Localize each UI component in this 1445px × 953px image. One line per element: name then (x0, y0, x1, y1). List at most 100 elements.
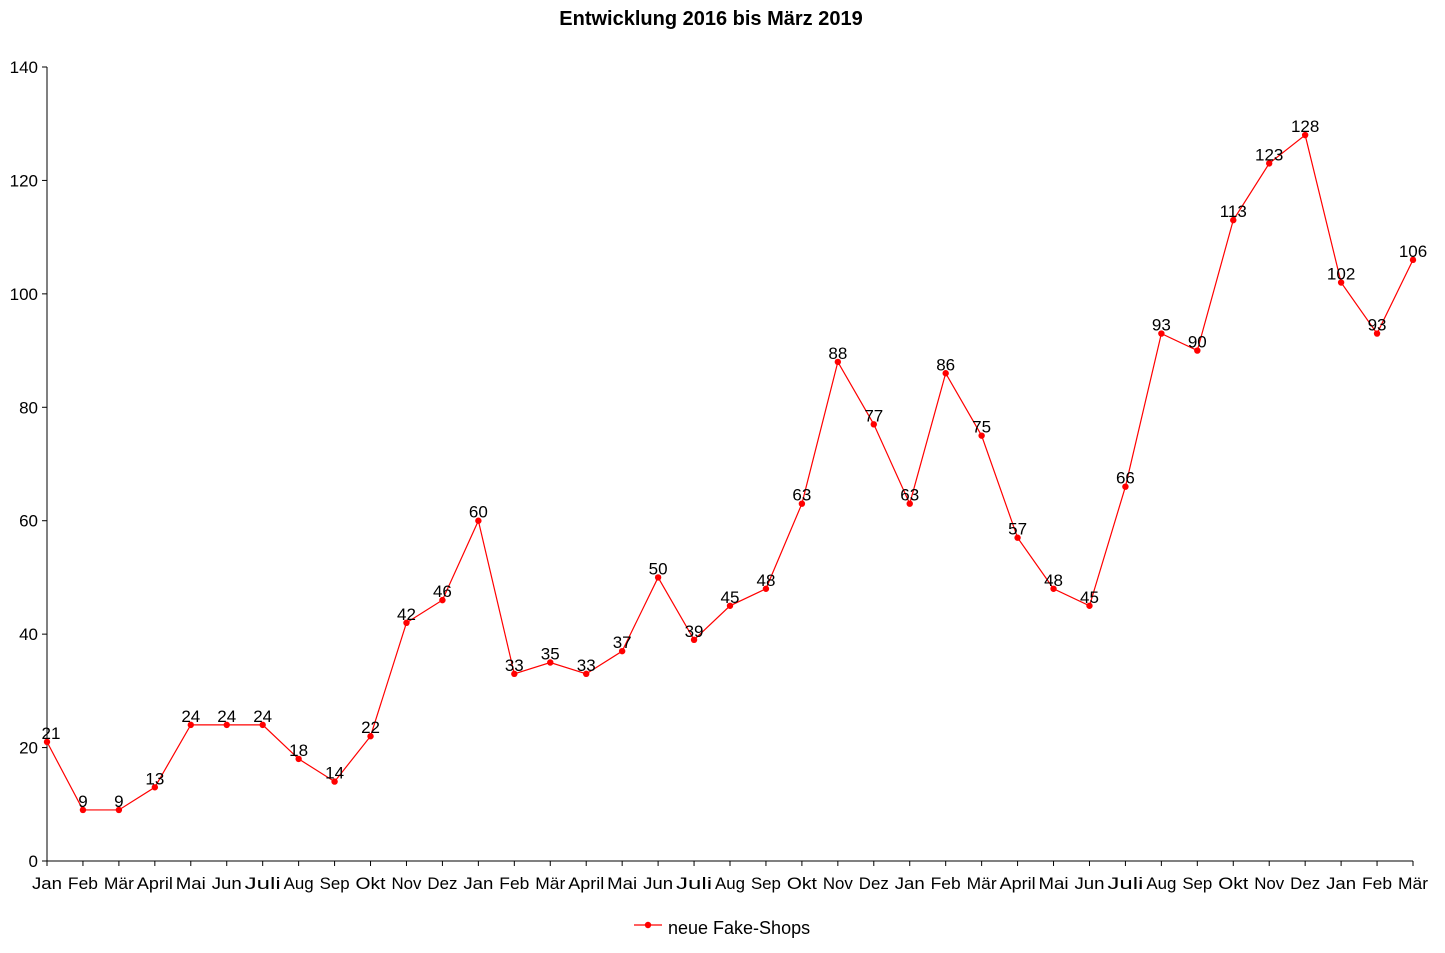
y-tick-label: 100 (10, 285, 38, 304)
data-label: 24 (217, 707, 236, 726)
data-label: 106 (1399, 242, 1427, 261)
data-point (583, 670, 590, 678)
data-point (1230, 216, 1237, 224)
data-label: 18 (289, 741, 308, 760)
data-label: 75 (972, 418, 991, 437)
data-point (223, 721, 230, 729)
data-label: 60 (469, 503, 488, 522)
data-label: 113 (1220, 202, 1247, 221)
x-tick-label: Aug (1146, 874, 1176, 893)
data-point (978, 432, 985, 439)
data-label: 37 (613, 633, 632, 652)
data-point (259, 721, 266, 729)
data-label: 77 (864, 406, 883, 425)
data-label: 46 (433, 582, 452, 601)
data-label: 13 (145, 769, 164, 788)
data-point (1014, 534, 1021, 541)
x-tick-label: Jun (212, 874, 242, 893)
x-tick-label: April (137, 874, 173, 893)
data-label: 48 (1044, 571, 1063, 590)
data-label: 24 (181, 707, 200, 726)
data-label: 102 (1327, 265, 1355, 284)
x-tick-label: Juli (1107, 874, 1143, 893)
x-tick-label: Jan (463, 874, 493, 893)
x-tick-label: Nov (391, 874, 421, 893)
data-label: 57 (1008, 520, 1027, 539)
x-tick-label: Jun (643, 874, 673, 893)
x-tick-label: Feb (931, 874, 961, 893)
legend: neue Fake-Shops (634, 918, 810, 938)
data-point (654, 574, 662, 581)
data-point (511, 670, 518, 678)
x-tick-label: Nov (1254, 874, 1284, 893)
x-tick-label: Feb (68, 874, 98, 893)
data-label: 48 (756, 571, 775, 590)
data-point (870, 421, 877, 428)
data-label: 39 (685, 622, 704, 641)
data-point (439, 596, 446, 604)
data-label: 93 (1368, 316, 1387, 335)
x-tick-label: Mai (176, 874, 206, 893)
data-point (475, 517, 482, 524)
x-tick-label: Dez (427, 874, 457, 893)
x-tick-label: Feb (1362, 874, 1392, 893)
x-tick-label: Mai (1039, 874, 1069, 893)
data-point (1158, 330, 1165, 337)
x-tick-label: Okt (787, 874, 817, 893)
data-point (762, 585, 770, 592)
data-label: 63 (792, 486, 811, 505)
data-label: 33 (577, 656, 596, 675)
x-tick-label: Mär (104, 874, 134, 893)
y-tick-label: 140 (10, 58, 38, 77)
x-tick-label: Jan (1326, 874, 1356, 893)
y-tick-label: 120 (10, 171, 38, 190)
data-point (1373, 330, 1381, 337)
x-tick-label: Sep (320, 874, 350, 893)
x-tick-label: Sep (1182, 874, 1212, 893)
data-label: 21 (42, 724, 61, 743)
data-point (618, 647, 626, 655)
x-tick-label: April (568, 874, 604, 893)
data-point (1337, 279, 1345, 286)
data-label: 35 (541, 645, 560, 664)
x-tick-label: Nov (823, 874, 853, 893)
data-point (151, 784, 159, 791)
x-tick-label: Okt (356, 874, 386, 893)
data-label: 63 (900, 486, 919, 505)
data-label: 86 (936, 355, 955, 374)
x-tick-label: Sep (751, 874, 781, 893)
chart-title: Entwicklung 2016 bis März 2019 (559, 8, 862, 30)
data-label: 123 (1255, 145, 1283, 164)
data-label: 45 (721, 588, 740, 607)
y-tick-label: 80 (19, 398, 38, 417)
y-tick-label: 20 (19, 739, 38, 758)
data-point (43, 738, 51, 746)
data-point (942, 370, 949, 377)
data-label: 9 (114, 792, 123, 811)
data-point (1409, 256, 1417, 264)
data-point (1194, 347, 1201, 354)
data-point (1086, 602, 1093, 609)
data-label: 45 (1080, 588, 1099, 607)
data-label: 22 (361, 718, 380, 737)
data-label: 42 (397, 605, 416, 624)
data-label: 128 (1291, 117, 1319, 136)
data-label: 50 (649, 559, 668, 578)
data-point (403, 619, 410, 626)
data-point (1122, 483, 1129, 490)
series-layer: 21 9 9 13 24 24 24 18 14 22 42 46 60 33 35 33 37 50 39 45 48… (42, 117, 1427, 814)
x-tick-label: Jan (32, 874, 62, 893)
series-line (46, 134, 1414, 811)
data-point (1301, 131, 1309, 139)
data-point (115, 806, 123, 814)
data-point (1050, 585, 1057, 592)
y-tick-label: 0 (29, 852, 38, 871)
data-point (726, 602, 734, 609)
x-tick-label: Mai (607, 874, 637, 893)
data-point (906, 500, 913, 507)
x-tick-label: April (1000, 874, 1036, 893)
data-label: 93 (1152, 316, 1171, 335)
data-point (690, 636, 698, 644)
